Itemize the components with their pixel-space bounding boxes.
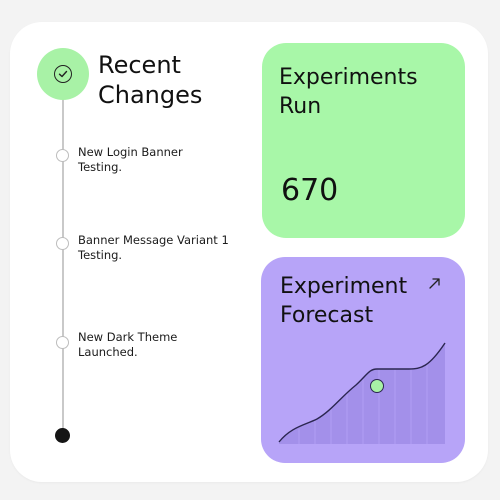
title-line-2: Changes [98,81,203,109]
experiments-run-card[interactable]: Experiments Run 670 [262,43,465,238]
forecast-chart [278,342,446,444]
forecast-title-line-1: Experiment [280,274,408,299]
title-line-1: Recent [98,51,181,79]
forecast-highlight-point[interactable] [370,379,384,393]
check-circle-icon [37,48,89,100]
timeline-line [62,86,64,434]
forecast-line [278,342,446,443]
check-ring [54,65,72,83]
experiments-run-value: 670 [281,173,339,208]
check-mark-icon [58,70,68,78]
change-item-1-line-2: Testing. [78,160,123,174]
timeline-node-2 [56,237,69,250]
experiments-run-title-line-2: Run [279,94,322,119]
change-item-1-line-1: New Login Banner [78,145,183,159]
forecast-area [279,343,445,444]
change-item-3[interactable]: New Dark Theme Launched. [78,330,248,360]
forecast-grid [298,363,428,444]
change-item-2-line-1: Banner Message Variant 1 [78,233,229,247]
change-item-2-line-2: Testing. [78,248,123,262]
experiment-forecast-title: Experiment Forecast [280,272,440,330]
experiments-run-title-line-1: Experiments [279,65,418,90]
timeline-node-1 [56,149,69,162]
recent-changes-title: Recent Changes [98,50,258,110]
change-item-3-line-1: New Dark Theme [78,330,178,344]
experiment-forecast-card[interactable]: Experiment Forecast [261,257,465,463]
change-item-2[interactable]: Banner Message Variant 1 Testing. [78,233,248,263]
change-item-1[interactable]: New Login Banner Testing. [78,145,248,175]
timeline-end-node [55,428,70,443]
experiments-run-title: Experiments Run [279,63,459,121]
change-item-3-line-2: Launched. [78,345,138,359]
arrow-up-right-icon[interactable] [427,275,443,291]
forecast-title-line-2: Forecast [280,303,374,328]
timeline-node-3 [56,336,69,349]
